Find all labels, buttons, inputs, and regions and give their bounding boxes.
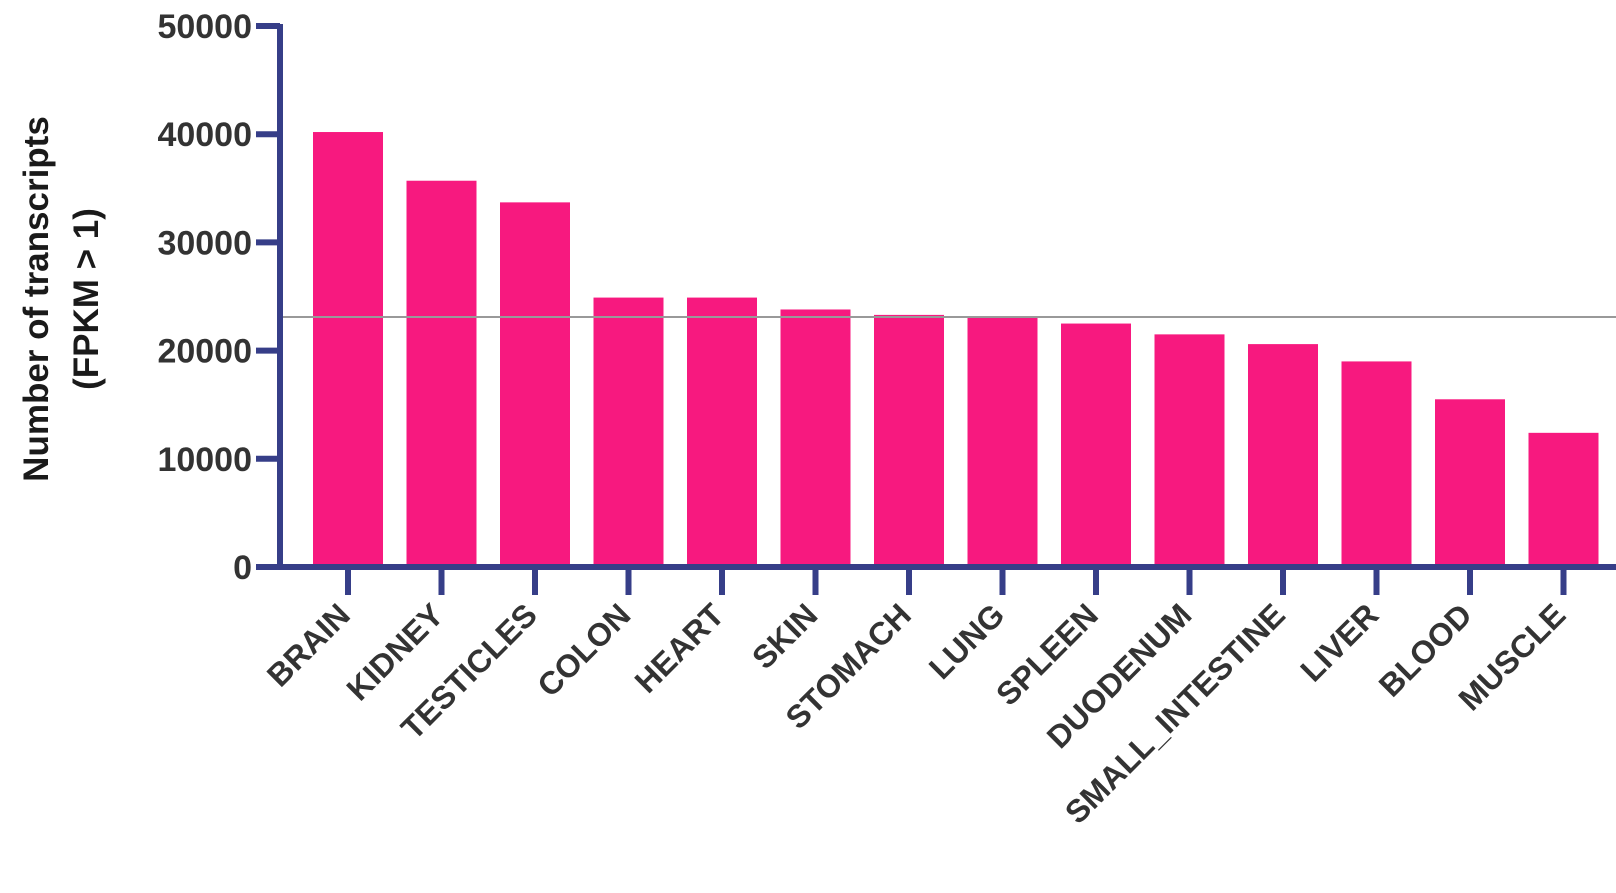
bars xyxy=(313,132,1599,567)
bar-brain xyxy=(313,132,383,567)
x-tick-label-colon: COLON xyxy=(530,596,637,703)
x-tick-label-liver: LIVER xyxy=(1293,596,1385,688)
bar-lung xyxy=(967,317,1038,567)
bar-muscle xyxy=(1528,432,1599,567)
y-axis-title: Number of transcripts (FPKM > 1) xyxy=(17,116,106,482)
bar-colon xyxy=(593,297,664,567)
bar-skin xyxy=(780,309,851,567)
y-tick-label: 20000 xyxy=(157,333,252,371)
y-axis-title-line-1: Number of transcripts xyxy=(17,116,56,482)
bar-testicles xyxy=(500,202,570,567)
bar-liver xyxy=(1341,361,1412,567)
y-tick-label: 30000 xyxy=(157,224,252,262)
y-tick-label: 0 xyxy=(233,549,252,587)
x-tick-label-heart: HEART xyxy=(628,596,732,700)
bar-spleen xyxy=(1061,323,1131,567)
y-tick-label: 10000 xyxy=(157,441,252,479)
bar-heart xyxy=(687,297,757,567)
bar-stomach xyxy=(874,314,944,567)
y-axis-title-line-2: (FPKM > 1) xyxy=(67,208,106,390)
x-tick-label-skin: SKIN xyxy=(745,596,825,676)
bar-blood xyxy=(1435,399,1505,567)
bar-small-intestine xyxy=(1248,344,1318,567)
y-tick-label: 50000 xyxy=(157,8,252,46)
y-axis: 0 10000 20000 30000 40000 50000 xyxy=(157,8,283,587)
y-tick-label: 40000 xyxy=(157,116,252,154)
bar-kidney xyxy=(406,180,477,567)
x-tick-label-lung: LUNG xyxy=(922,596,1012,686)
bar-duodenum xyxy=(1154,334,1225,567)
